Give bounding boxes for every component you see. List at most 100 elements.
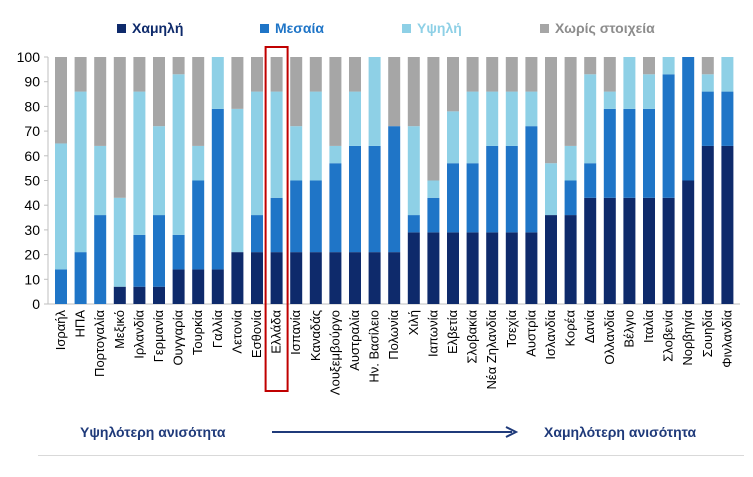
bar-segment-υψηλή (270, 91, 283, 198)
bar-segment-χωρίς-στοιχεία (407, 57, 420, 127)
bar-segment-μεσαία (682, 57, 695, 181)
bar-segment-χωρίς-στοιχεία (643, 57, 655, 75)
bar-segment-υψηλή (211, 57, 224, 109)
bar-segment-μεσαία (525, 126, 538, 233)
y-tick-label: 50 (24, 173, 40, 189)
bar-segment-χωρίς-στοιχεία (192, 57, 205, 146)
x-tick-label: Ισραήλ (53, 310, 68, 351)
arrow-head (505, 426, 519, 438)
bar-segment-υψηλή (486, 91, 499, 146)
bar-segment-υψηλή (192, 145, 205, 181)
bar-segment-μεσαία (94, 215, 107, 304)
bar-segment-υψηλή (603, 91, 616, 109)
bar-segment-υψηλή (525, 91, 538, 127)
bottom-divider (38, 455, 744, 456)
bar-segment-χωρίς-στοιχεία (74, 57, 87, 92)
bar-segment-υψηλή (172, 74, 185, 235)
bar-segment-χαμηλή (682, 180, 695, 304)
bar-segment-υψηλή (407, 126, 420, 216)
x-tick-label: Νορβηγία (680, 310, 695, 366)
bar-segment-χαμηλή (564, 215, 577, 304)
bar-segment-υψηλή (584, 74, 597, 164)
bar-segment-μεσαία (211, 108, 224, 270)
bar-segment-χωρίς-στοιχεία (172, 57, 185, 75)
inequality-axis: Υψηλότερη ανισότητα Χαμηλότερη ανισότητα (80, 424, 697, 440)
bar-segment-χωρίς-στοιχεία (329, 57, 342, 146)
bar-segment-χαμηλή (721, 145, 734, 304)
y-tick-label: 100 (17, 49, 41, 65)
bar-segment-υψηλή (349, 91, 361, 146)
bar-segment-χωρίς-στοιχεία (486, 57, 499, 92)
x-tick-label: Ισλανδία (543, 310, 558, 360)
bar-segment-χωρίς-στοιχεία (349, 57, 361, 92)
x-tick-label: Ιαπωνία (425, 310, 440, 357)
x-tick-label: Πορτογαλία (92, 310, 107, 377)
x-tick-label: Χιλή (406, 310, 421, 335)
bar-segment-υψηλή (251, 91, 263, 216)
bar-segment-χωρίς-στοιχεία (55, 57, 67, 144)
x-tick-label: Ολλανδία (602, 310, 617, 365)
legend-swatch-χαμηλή (117, 24, 126, 33)
x-tick-label: Σουηδία (700, 310, 715, 358)
x-tick-label: Νέα Ζηλανδία (484, 310, 499, 390)
bar-segment-μεσαία (662, 74, 675, 198)
bar-segment-χαμηλή (153, 286, 165, 304)
annotation-lower-inequality: Χαμηλότερη ανισότητα (544, 424, 697, 440)
bar-segment-υψηλή (329, 145, 342, 164)
legend-swatch-μεσαία (260, 24, 269, 33)
bar-segment-υψηλή (427, 180, 440, 198)
bar-segment-υψηλή (231, 108, 244, 253)
bar-segment-χαμηλή (643, 197, 655, 304)
bar-segment-χωρίς-στοιχεία (505, 57, 518, 92)
bar-segment-χωρίς-στοιχεία (603, 57, 616, 92)
x-tick-label: Φινλανδία (719, 310, 734, 368)
bar-segment-μεσαία (701, 91, 714, 146)
x-tick-label: Γαλλία (210, 310, 225, 349)
bar-segment-υψηλή (545, 163, 557, 216)
bar-segment-μεσαία (251, 215, 263, 253)
x-tick-label: Ην. Βασίλειο (367, 310, 382, 383)
bar-segment-υψηλή (133, 91, 146, 235)
bar-segment-μεσαία (447, 163, 459, 233)
x-tick-label: Μεξικό (112, 310, 127, 349)
bar-segment-χαμηλή (290, 252, 303, 304)
bar-segment-χαμηλή (192, 269, 205, 304)
bar-segment-μεσαία (623, 108, 636, 198)
x-tick-label: ΗΠΑ (73, 310, 88, 338)
x-tick-label: Εσθονία (249, 310, 264, 359)
bar-segment-υψηλή (447, 111, 459, 164)
highlight-box (264, 46, 289, 392)
x-tick-label: Λετονία (229, 310, 244, 354)
bar-segment-υψηλή (153, 126, 165, 216)
bar-segment-μεσαία (74, 252, 87, 304)
bar-segment-μεσαία (388, 126, 401, 253)
bar-segment-υψηλή (368, 57, 381, 146)
x-tick-label: Τσεχία (504, 310, 519, 348)
legend-label-χωρίς-στοιχεία: Χωρίς στοιχεία (555, 20, 655, 36)
bar-segment-υψηλή (623, 57, 636, 109)
bar-segment-μεσαία (172, 234, 185, 270)
bar-segment-χαμηλή (603, 197, 616, 304)
bar-segment-υψηλή (701, 74, 714, 92)
bar-segment-χαμηλή (447, 232, 459, 304)
bar-segment-χαμηλή (407, 232, 420, 304)
x-tick-label: Δανία (582, 310, 597, 344)
legend-label-υψηλή: Υψηλή (417, 20, 462, 36)
x-tick-label: Ιρλανδία (131, 310, 146, 359)
bar-segment-χαμηλή (486, 232, 499, 304)
bar-segment-χωρίς-στοιχεία (309, 57, 322, 92)
bar-segment-χωρίς-στοιχεία (290, 57, 303, 127)
bar-segment-χωρίς-στοιχεία (113, 57, 126, 198)
bar-segment-μεσαία (407, 215, 420, 233)
x-tick-label: Πολωνία (386, 310, 401, 360)
bar-segment-μεσαία (466, 163, 479, 233)
bar-segment-χαμηλή (701, 145, 714, 304)
bar-segment-μεσαία (368, 145, 381, 253)
bar-segment-χαμηλή (211, 269, 224, 304)
legend-swatch-υψηλή (402, 24, 411, 33)
bar-segment-υψηλή (290, 126, 303, 181)
bar-segment-μεσαία (505, 145, 518, 233)
bar-segment-χωρίς-στοιχεία (231, 57, 244, 109)
y-tick-label: 10 (24, 271, 40, 287)
